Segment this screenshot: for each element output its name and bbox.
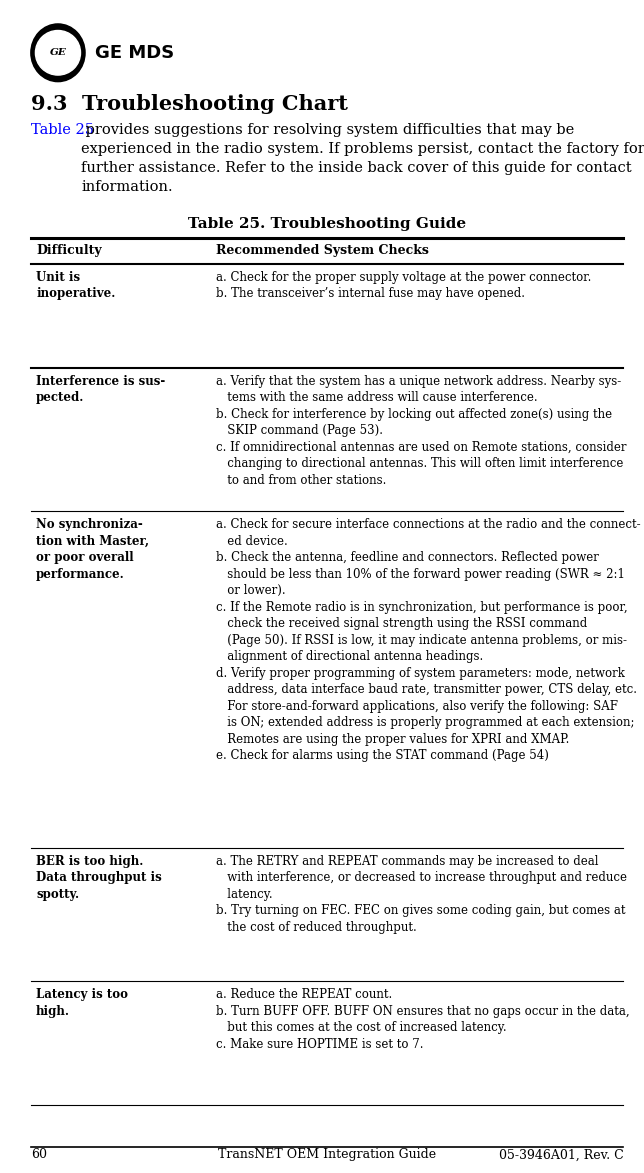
Text: a. Check for the proper supply voltage at the power connector.
b. The transceive: a. Check for the proper supply voltage a… bbox=[216, 271, 591, 300]
Text: Unit is
inoperative.: Unit is inoperative. bbox=[36, 271, 115, 300]
Text: 05-3946A01, Rev. C: 05-3946A01, Rev. C bbox=[498, 1148, 623, 1161]
Text: Table 25. Troubleshooting Guide: Table 25. Troubleshooting Guide bbox=[188, 217, 466, 231]
Text: TransNET OEM Integration Guide: TransNET OEM Integration Guide bbox=[218, 1148, 436, 1161]
Text: Table 25: Table 25 bbox=[31, 123, 94, 137]
Text: 60: 60 bbox=[31, 1148, 47, 1161]
Text: a. Check for secure interface connections at the radio and the connect-
   ed de: a. Check for secure interface connection… bbox=[216, 518, 640, 762]
Ellipse shape bbox=[32, 25, 84, 81]
Text: BER is too high.
Data throughput is
spotty.: BER is too high. Data throughput is spot… bbox=[36, 855, 162, 901]
Text: Difficulty: Difficulty bbox=[36, 244, 102, 257]
Ellipse shape bbox=[35, 30, 80, 75]
Text: a. Reduce the REPEAT count.
b. Turn BUFF OFF. BUFF ON ensures that no gaps occur: a. Reduce the REPEAT count. b. Turn BUFF… bbox=[216, 989, 629, 1051]
Text: GE: GE bbox=[50, 48, 66, 57]
Text: provides suggestions for resolving system difficulties that may be
experienced i: provides suggestions for resolving syste… bbox=[81, 123, 644, 194]
Text: No synchroniza-
tion with Master,
or poor overall
performance.: No synchroniza- tion with Master, or poo… bbox=[36, 518, 149, 581]
Text: 9.3  Troubleshooting Chart: 9.3 Troubleshooting Chart bbox=[31, 94, 348, 114]
Text: a. Verify that the system has a unique network address. Nearby sys-
   tems with: a. Verify that the system has a unique n… bbox=[216, 375, 626, 487]
Text: GE MDS: GE MDS bbox=[95, 43, 175, 62]
Text: Recommended System Checks: Recommended System Checks bbox=[216, 244, 429, 257]
Text: Latency is too
high.: Latency is too high. bbox=[36, 989, 128, 1018]
Text: Interference is sus-
pected.: Interference is sus- pected. bbox=[36, 375, 166, 405]
Text: a. The RETRY and REPEAT commands may be increased to deal
   with interference, : a. The RETRY and REPEAT commands may be … bbox=[216, 855, 627, 934]
